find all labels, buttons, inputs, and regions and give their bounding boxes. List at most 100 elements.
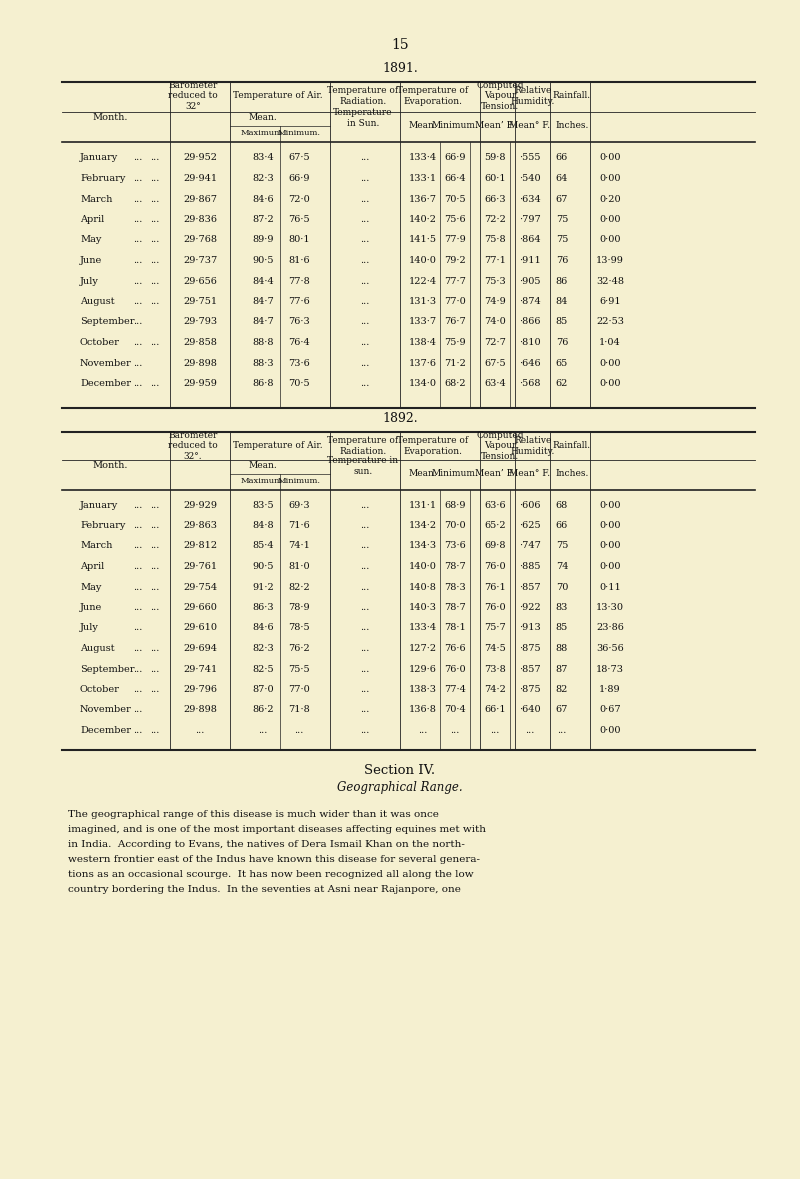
Text: 82·3: 82·3 [252, 644, 274, 653]
Text: 81·6: 81·6 [288, 256, 310, 265]
Text: June: June [80, 256, 102, 265]
Text: ...: ... [360, 501, 370, 509]
Text: 90·5: 90·5 [252, 562, 274, 571]
Text: June: June [80, 602, 102, 612]
Text: 86·2: 86·2 [252, 705, 274, 714]
Text: 73·8: 73·8 [484, 665, 506, 673]
Text: ...: ... [150, 602, 160, 612]
Text: ...: ... [134, 236, 142, 244]
Text: July: July [80, 277, 99, 285]
Text: 71·8: 71·8 [288, 705, 310, 714]
Text: 29·694: 29·694 [183, 644, 217, 653]
Text: 66·9: 66·9 [444, 153, 466, 163]
Text: 71·6: 71·6 [288, 521, 310, 531]
Text: 29·737: 29·737 [183, 256, 217, 265]
Text: 0·00: 0·00 [599, 174, 621, 183]
Text: 72·0: 72·0 [288, 195, 310, 204]
Text: ...: ... [134, 297, 142, 307]
Text: ...: ... [134, 256, 142, 265]
Text: 83·4: 83·4 [252, 153, 274, 163]
Text: ...: ... [294, 726, 304, 735]
Text: ·810: ·810 [519, 338, 541, 347]
Text: ...: ... [360, 236, 370, 244]
Text: 68·2: 68·2 [444, 378, 466, 388]
Text: 63·6: 63·6 [484, 501, 506, 509]
Text: ...: ... [360, 174, 370, 183]
Text: ...: ... [450, 726, 460, 735]
Text: in India.  According to Evans, the natives of Dera Ismail Khan on the north-: in India. According to Evans, the native… [68, 839, 465, 849]
Text: 122·4: 122·4 [409, 277, 437, 285]
Text: 76·0: 76·0 [444, 665, 466, 673]
Text: 70·0: 70·0 [444, 521, 466, 531]
Text: 75·3: 75·3 [484, 277, 506, 285]
Text: ...: ... [150, 501, 160, 509]
Text: Section IV.: Section IV. [365, 764, 435, 777]
Text: 78·5: 78·5 [288, 624, 310, 632]
Text: 66·4: 66·4 [444, 174, 466, 183]
Text: ...: ... [360, 195, 370, 204]
Text: ...: ... [360, 297, 370, 307]
Text: 29·761: 29·761 [183, 562, 217, 571]
Text: 62: 62 [556, 378, 568, 388]
Text: Barometer
reduced to
32°.: Barometer reduced to 32°. [168, 432, 218, 461]
Text: 78·7: 78·7 [444, 562, 466, 571]
Text: 77·9: 77·9 [444, 236, 466, 244]
Text: ...: ... [360, 358, 370, 368]
Text: ...: ... [134, 562, 142, 571]
Text: ...: ... [150, 236, 160, 244]
Text: October: October [80, 685, 120, 694]
Text: 0·00: 0·00 [599, 521, 621, 531]
Text: 140·0: 140·0 [409, 256, 437, 265]
Text: ...: ... [150, 174, 160, 183]
Text: ...: ... [558, 726, 566, 735]
Text: Temperature of
Evaporation.: Temperature of Evaporation. [398, 436, 469, 456]
Text: ·866: ·866 [519, 317, 541, 327]
Text: ...: ... [134, 624, 142, 632]
Text: Barometer
reduced to
32°: Barometer reduced to 32° [168, 81, 218, 111]
Text: 29·812: 29·812 [183, 541, 217, 551]
Text: ·857: ·857 [519, 665, 541, 673]
Text: 140·3: 140·3 [409, 602, 437, 612]
Text: 82·2: 82·2 [288, 582, 310, 592]
Text: ...: ... [134, 521, 142, 531]
Text: ...: ... [150, 297, 160, 307]
Text: 76·6: 76·6 [444, 644, 466, 653]
Text: 29·768: 29·768 [183, 236, 217, 244]
Text: ...: ... [150, 215, 160, 224]
Text: 29·858: 29·858 [183, 338, 217, 347]
Text: 77·6: 77·6 [288, 297, 310, 307]
Text: 29·929: 29·929 [183, 501, 217, 509]
Text: March: March [80, 541, 112, 551]
Text: September: September [80, 317, 134, 327]
Text: 67·5: 67·5 [288, 153, 310, 163]
Text: 88·8: 88·8 [252, 338, 274, 347]
Text: December: December [80, 378, 131, 388]
Text: ...: ... [360, 541, 370, 551]
Text: Computed
Vapour
Tension.: Computed Vapour Tension. [476, 81, 524, 111]
Text: ...: ... [360, 685, 370, 694]
Text: ...: ... [150, 582, 160, 592]
Text: 134·3: 134·3 [409, 541, 437, 551]
Text: 82: 82 [556, 685, 568, 694]
Text: 0·67: 0·67 [599, 705, 621, 714]
Text: 29·898: 29·898 [183, 705, 217, 714]
Text: 86: 86 [556, 277, 568, 285]
Text: Temperature in
sun.: Temperature in sun. [327, 456, 398, 475]
Text: ...: ... [360, 726, 370, 735]
Text: Geographical Range.: Geographical Range. [337, 782, 463, 795]
Text: ·625: ·625 [519, 521, 541, 531]
Text: 89·9: 89·9 [252, 236, 274, 244]
Text: 77·7: 77·7 [444, 277, 466, 285]
Text: Mean° F.: Mean° F. [510, 469, 550, 479]
Text: 1891.: 1891. [382, 61, 418, 74]
Text: 75·8: 75·8 [484, 236, 506, 244]
Text: 13·99: 13·99 [596, 256, 624, 265]
Text: 0·00: 0·00 [599, 358, 621, 368]
Text: 76: 76 [556, 338, 568, 347]
Text: 71·2: 71·2 [444, 358, 466, 368]
Text: Inches.: Inches. [555, 469, 589, 479]
Text: ·874: ·874 [519, 297, 541, 307]
Text: Minimum.: Minimum. [431, 469, 478, 479]
Text: Temperature of Air.: Temperature of Air. [233, 441, 323, 450]
Text: Minimum.: Minimum. [431, 121, 478, 131]
